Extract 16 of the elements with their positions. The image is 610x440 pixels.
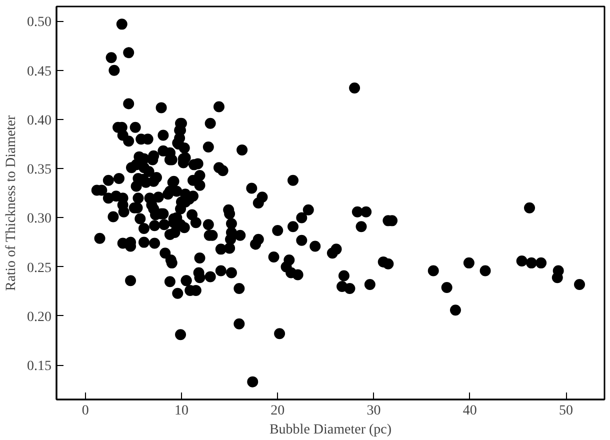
x-axis-title: Bubble Diameter (pc)	[269, 422, 392, 438]
x-tick-label: 40	[462, 404, 477, 418]
y-tick-label: 0.20	[27, 310, 52, 325]
y-tick-label: 0.15	[27, 359, 52, 374]
y-tick-label: 0.30	[27, 212, 52, 227]
y-tick-label: 0.50	[27, 15, 52, 30]
x-tick-label: 0	[82, 404, 89, 418]
x-tick-label: 50	[559, 404, 574, 418]
y-tick-label: 0.25	[27, 260, 52, 276]
y-tick-label: 0.40	[27, 113, 52, 128]
y-axis-title: Ratio of Thickness to Diameter	[4, 115, 19, 291]
x-tick-label: 20	[270, 404, 285, 418]
y-tick-label: 0.45	[27, 64, 52, 80]
x-tick-label: 30	[366, 404, 381, 418]
y-tick-label: 0.35	[27, 162, 52, 178]
x-tick-label: 10	[174, 404, 188, 418]
